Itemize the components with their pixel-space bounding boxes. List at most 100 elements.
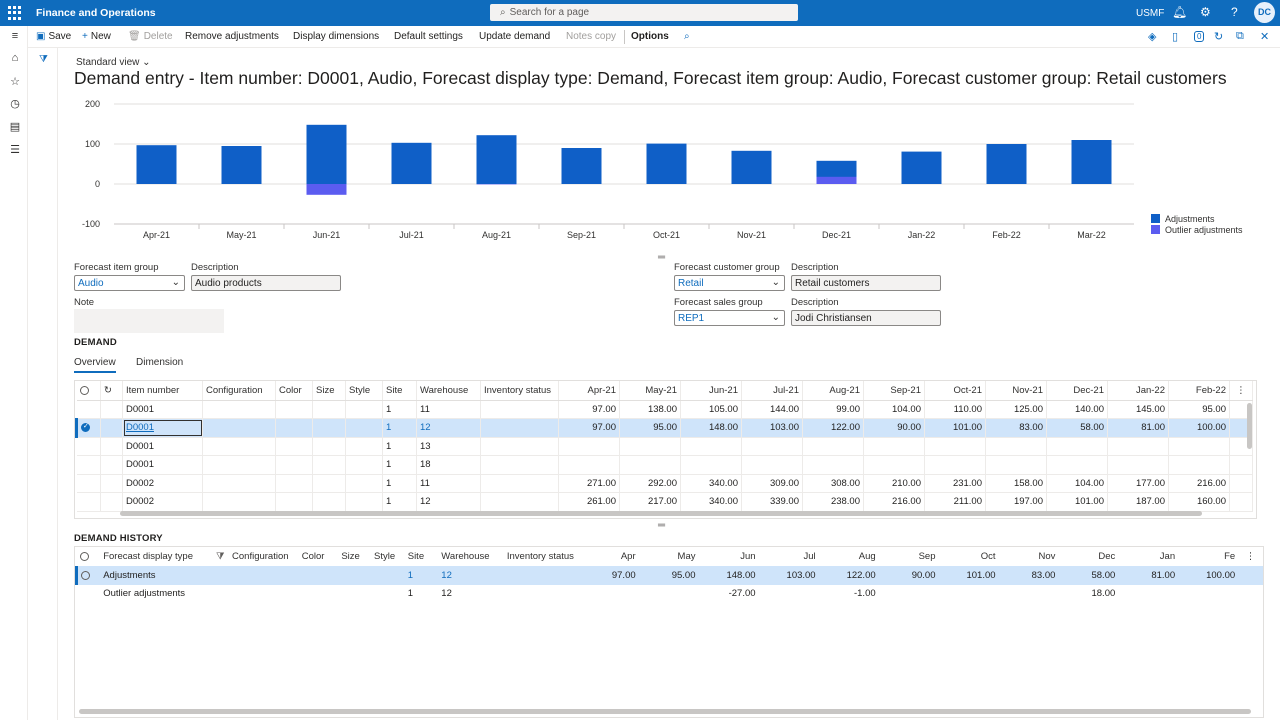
sales-group-description-field[interactable]: Jodi Christiansen [791,310,941,326]
cell-jan-22[interactable]: 145.00 [1107,400,1169,419]
cell-dec-21[interactable]: 104.00 [1046,474,1108,493]
column-header-aug-21[interactable]: Aug-21 [802,381,864,401]
cell-site[interactable]: 1 [382,492,417,512]
cell-jul-21[interactable]: 103.00 [741,418,803,438]
history-cell-jul[interactable]: 103.00 [758,566,819,585]
cell-site[interactable]: 1 [382,474,417,493]
cell-sep-21[interactable]: 90.00 [863,418,925,438]
cell-feb-22[interactable]: 216.00 [1168,474,1230,493]
more-columns-icon[interactable]: ⋮ [1229,381,1253,401]
cell-site[interactable]: 1 [382,437,417,456]
app-title[interactable]: Finance and Operations [36,7,156,19]
history-select-all-radio[interactable] [77,547,101,566]
cell-jan-22[interactable]: 81.00 [1107,418,1169,438]
cell-item-number[interactable]: D0001 [122,437,203,456]
cell-apr-21[interactable]: 97.00 [558,418,620,438]
cell-warehouse[interactable]: 12 [416,418,481,438]
cell-jun-21[interactable] [680,455,742,475]
cell-inventory-status[interactable] [480,437,559,456]
history-cell-jan[interactable] [1118,585,1178,604]
cell-jan-22[interactable] [1107,455,1169,475]
refresh-icon[interactable]: ↻ [1214,31,1224,43]
history-column-header-apr[interactable]: Apr [620,551,636,562]
display-dimensions-button[interactable]: Display dimensions [293,31,380,42]
column-header-oct-21[interactable]: Oct-21 [924,381,986,401]
history-column-header-sep[interactable]: Sep [918,551,936,562]
column-header-style[interactable]: Style [345,381,383,401]
history-more-columns-icon[interactable]: ⋮ [1245,551,1256,562]
cell-color[interactable] [275,437,313,456]
table-row[interactable]: D0001 1 18 [76,455,1253,475]
history-cell-sep[interactable] [879,585,939,604]
refresh-column-icon[interactable]: ↻ [100,381,123,401]
default-settings-button[interactable]: Default settings [394,31,463,42]
history-cell-warehouse[interactable]: 12 [441,588,452,600]
filter-funnel-icon[interactable]: ⧩ [39,54,48,65]
options-tab[interactable]: Options [631,31,669,42]
table-row[interactable]: D0002 1 12 261.00 217.00 340.00 339.00 238.00 21… [76,492,1253,512]
column-header-sep-21[interactable]: Sep-21 [863,381,925,401]
tab-dimension[interactable]: Dimension [136,357,184,368]
history-column-header-nov[interactable]: Nov [1038,551,1056,562]
history-cell-jun[interactable]: -27.00 [728,588,756,600]
cell-nov-21[interactable] [985,455,1047,475]
history-column-header-jul[interactable]: Jul [803,551,816,562]
cell-jul-21[interactable] [741,437,803,456]
cell-item-number[interactable]: D0002 [122,474,203,493]
user-avatar[interactable]: DC [1254,2,1275,23]
select-all-radio[interactable] [76,381,101,401]
cell-inventory-status[interactable] [480,418,559,438]
office-icon[interactable]: ▯ [1172,31,1179,43]
history-cell-style[interactable] [371,566,405,585]
cell-jul-21[interactable]: 309.00 [741,474,803,493]
history-column-header-fe[interactable]: Fe [1224,551,1236,562]
cell-sep-21[interactable]: 216.00 [863,492,925,512]
column-header-feb-22[interactable]: Feb-22 [1168,381,1230,401]
demand-section-header[interactable]: DEMAND [74,337,117,348]
row-select-cell[interactable] [75,418,101,438]
open-new-window-icon[interactable]: ⧉ [1236,30,1244,42]
close-icon[interactable]: ✕ [1260,31,1270,43]
cell-nov-21[interactable] [985,437,1047,456]
column-header-size[interactable]: Size [312,381,346,401]
history-cell-nov[interactable]: 83.00 [998,566,1059,585]
history-cell-site[interactable]: 1 [407,588,414,600]
column-header-site[interactable]: Site [382,381,417,401]
cell-sep-21[interactable] [863,455,925,475]
history-cell-forecast-display-type[interactable]: Adjustments [100,566,230,585]
history-cell-oct[interactable]: 101.00 [938,566,999,585]
row-select-cell[interactable] [76,437,101,456]
cell-may-21[interactable]: 138.00 [619,400,681,419]
cell-feb-22[interactable]: 95.00 [1168,400,1230,419]
cell-inventory-status[interactable] [480,400,559,419]
row-select-cell[interactable] [76,455,101,475]
cell-jun-21[interactable]: 148.00 [680,418,742,438]
forecast-customer-group-select[interactable]: Retail ⌄ [674,275,785,291]
cell-inventory-status[interactable] [480,474,559,493]
history-cell-warehouse[interactable]: 12 [438,566,504,585]
table-row[interactable]: D0002 1 11 271.00 292.00 340.00 309.00 308.00 21… [76,474,1253,493]
cell-apr-21[interactable] [558,437,620,456]
cell-style[interactable] [345,455,383,475]
action-search-icon[interactable]: ⌕ [684,31,690,42]
history-column-header-warehouse[interactable]: Warehouse [441,551,490,562]
history-column-header-style[interactable]: Style [374,551,396,562]
settings-gear-icon[interactable]: ⚙ [1200,5,1211,19]
column-header-color[interactable]: Color [275,381,313,401]
cell-color[interactable] [275,492,313,512]
home-icon[interactable]: ⌂ [11,52,19,64]
demand-history-section-header[interactable]: DEMAND HISTORY [74,533,163,544]
cell-jun-21[interactable]: 340.00 [680,492,742,512]
history-cell-may[interactable] [639,585,699,604]
history-cell-configuration[interactable] [229,585,299,604]
cell-warehouse[interactable]: 11 [416,474,481,493]
cell-nov-21[interactable]: 83.00 [985,418,1047,438]
history-cell-aug[interactable]: 122.00 [818,566,879,585]
history-column-header-forecast-display-type[interactable]: Forecast display type ⧩ [100,547,229,566]
history-column-header-aug[interactable]: Aug [858,551,876,562]
cell-item-number[interactable]: D0001 [122,418,203,438]
cell-jun-21[interactable]: 340.00 [680,474,742,493]
column-header-warehouse[interactable]: Warehouse [416,381,481,401]
new-button[interactable]: + New [82,31,111,42]
cell-size[interactable] [312,474,346,493]
